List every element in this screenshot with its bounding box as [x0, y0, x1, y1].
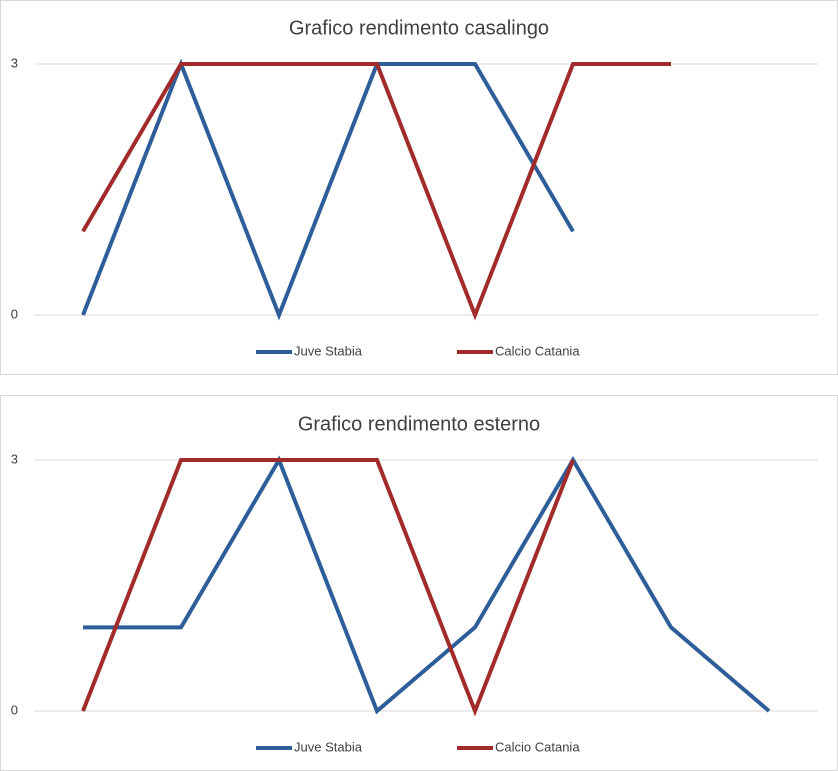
- series-line: [81, 458, 575, 717]
- chart-frame: [0, 0, 838, 375]
- y-tick-label: 3: [11, 55, 18, 70]
- legend-label: Calcio Catania: [495, 343, 580, 358]
- series-line: [83, 455, 771, 715]
- chart-title: Grafico rendimento casalingo: [289, 17, 549, 39]
- series-line: [81, 58, 575, 321]
- legend-label: Calcio Catania: [495, 739, 580, 754]
- y-tick-label: 0: [11, 702, 18, 717]
- series-line: [81, 62, 671, 321]
- y-tick-label: 3: [11, 451, 18, 466]
- legend-label: Juve Stabia: [294, 739, 363, 754]
- legend-label: Juve Stabia: [294, 343, 363, 358]
- chart-title: Grafico rendimento esterno: [298, 413, 540, 435]
- chart-frame: [0, 395, 838, 771]
- y-tick-label: 0: [11, 306, 18, 321]
